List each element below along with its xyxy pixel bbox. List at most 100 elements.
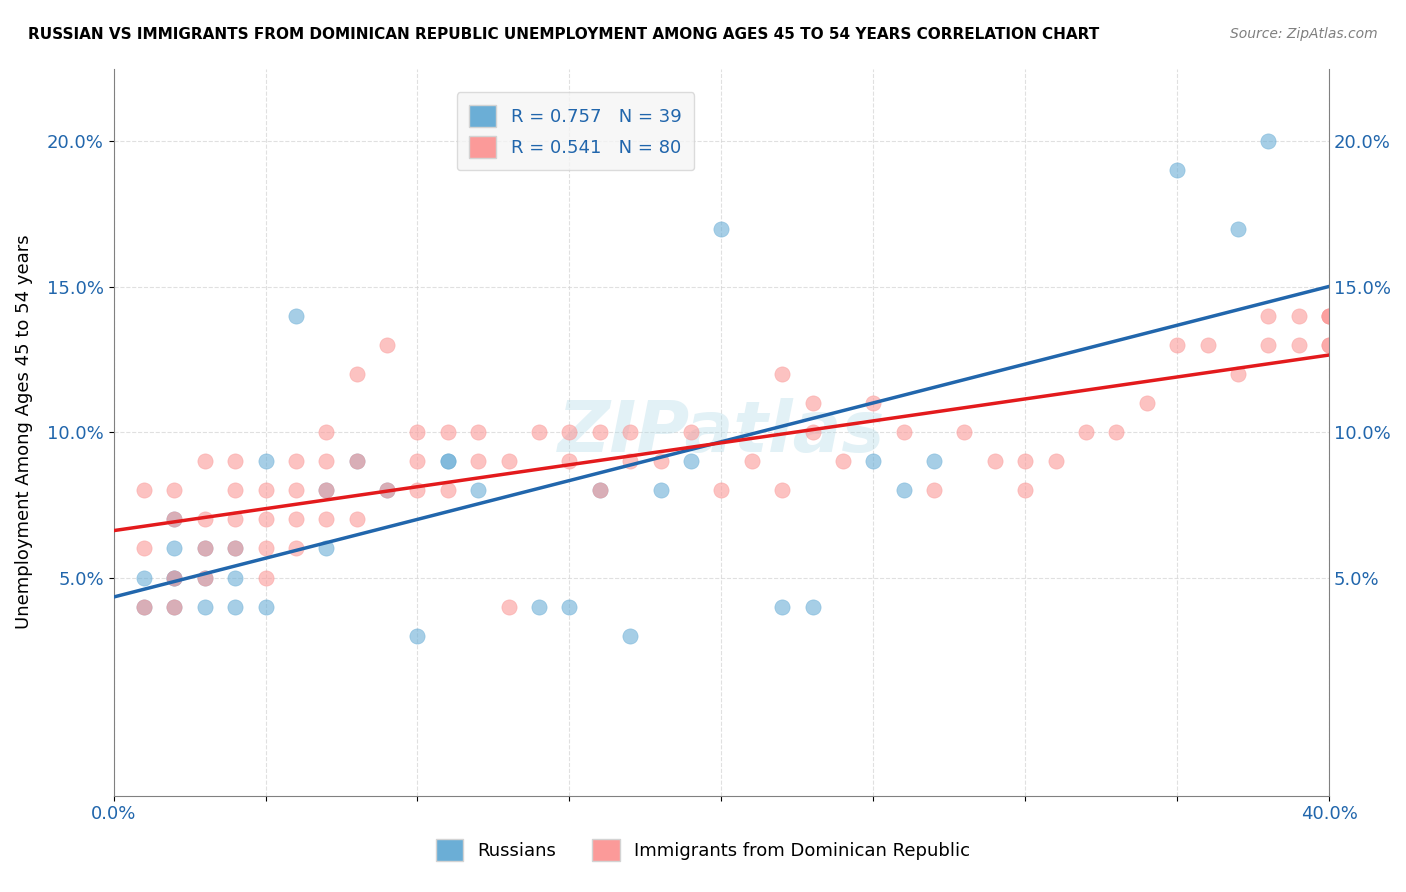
Point xyxy=(315,425,337,439)
Point xyxy=(315,454,337,468)
Point xyxy=(1166,163,1188,178)
Point xyxy=(194,571,217,585)
Legend: R = 0.757   N = 39, R = 0.541   N = 80: R = 0.757 N = 39, R = 0.541 N = 80 xyxy=(457,92,695,170)
Point xyxy=(163,599,186,614)
Point xyxy=(194,571,217,585)
Point xyxy=(467,483,489,498)
Point xyxy=(893,425,915,439)
Point xyxy=(406,629,429,643)
Point xyxy=(163,571,186,585)
Point xyxy=(375,338,398,352)
Point xyxy=(589,483,612,498)
Point xyxy=(1197,338,1219,352)
Point xyxy=(1226,367,1249,381)
Point xyxy=(163,571,186,585)
Point xyxy=(558,599,581,614)
Point xyxy=(922,454,945,468)
Point xyxy=(1014,483,1036,498)
Point xyxy=(770,483,793,498)
Point xyxy=(679,454,702,468)
Point xyxy=(194,454,217,468)
Point xyxy=(406,425,429,439)
Point xyxy=(1257,134,1279,148)
Point xyxy=(527,425,550,439)
Point xyxy=(498,599,520,614)
Point xyxy=(315,541,337,556)
Point xyxy=(437,483,460,498)
Point xyxy=(254,571,277,585)
Point xyxy=(163,571,186,585)
Point xyxy=(589,483,612,498)
Point xyxy=(315,483,337,498)
Point xyxy=(132,599,155,614)
Point xyxy=(862,454,884,468)
Y-axis label: Unemployment Among Ages 45 to 54 years: Unemployment Among Ages 45 to 54 years xyxy=(15,235,32,630)
Point xyxy=(284,483,307,498)
Point xyxy=(163,483,186,498)
Point xyxy=(619,629,641,643)
Point xyxy=(346,454,368,468)
Point xyxy=(163,541,186,556)
Point xyxy=(650,483,672,498)
Point xyxy=(224,571,246,585)
Point xyxy=(224,454,246,468)
Point xyxy=(437,425,460,439)
Point xyxy=(984,454,1007,468)
Point xyxy=(194,599,217,614)
Point xyxy=(527,599,550,614)
Point xyxy=(406,454,429,468)
Point xyxy=(224,541,246,556)
Point xyxy=(163,512,186,526)
Point xyxy=(1166,338,1188,352)
Point xyxy=(346,512,368,526)
Point xyxy=(467,454,489,468)
Point xyxy=(1257,309,1279,323)
Point xyxy=(194,541,217,556)
Point xyxy=(375,483,398,498)
Point xyxy=(558,454,581,468)
Point xyxy=(832,454,855,468)
Point xyxy=(132,541,155,556)
Point xyxy=(224,512,246,526)
Point xyxy=(1288,338,1310,352)
Point xyxy=(163,512,186,526)
Point xyxy=(619,425,641,439)
Point xyxy=(1317,338,1340,352)
Point xyxy=(710,483,733,498)
Point xyxy=(315,512,337,526)
Point xyxy=(589,425,612,439)
Point xyxy=(437,454,460,468)
Point xyxy=(770,599,793,614)
Point xyxy=(346,454,368,468)
Point xyxy=(224,599,246,614)
Point xyxy=(346,367,368,381)
Point xyxy=(315,483,337,498)
Point xyxy=(254,599,277,614)
Point xyxy=(284,512,307,526)
Point xyxy=(741,454,763,468)
Point xyxy=(1317,309,1340,323)
Point xyxy=(1317,309,1340,323)
Point xyxy=(1226,221,1249,235)
Point xyxy=(1045,454,1067,468)
Legend: Russians, Immigrants from Dominican Republic: Russians, Immigrants from Dominican Repu… xyxy=(423,827,983,874)
Text: ZIPatlas: ZIPatlas xyxy=(558,398,884,467)
Point xyxy=(558,425,581,439)
Point xyxy=(224,541,246,556)
Point xyxy=(163,599,186,614)
Text: Source: ZipAtlas.com: Source: ZipAtlas.com xyxy=(1230,27,1378,41)
Point xyxy=(953,425,976,439)
Point xyxy=(498,454,520,468)
Point xyxy=(406,483,429,498)
Text: RUSSIAN VS IMMIGRANTS FROM DOMINICAN REPUBLIC UNEMPLOYMENT AMONG AGES 45 TO 54 Y: RUSSIAN VS IMMIGRANTS FROM DOMINICAN REP… xyxy=(28,27,1099,42)
Point xyxy=(1014,454,1036,468)
Point xyxy=(132,483,155,498)
Point xyxy=(194,541,217,556)
Point xyxy=(862,396,884,410)
Point xyxy=(254,483,277,498)
Point xyxy=(801,599,824,614)
Point xyxy=(254,541,277,556)
Point xyxy=(284,541,307,556)
Point xyxy=(194,512,217,526)
Point xyxy=(619,454,641,468)
